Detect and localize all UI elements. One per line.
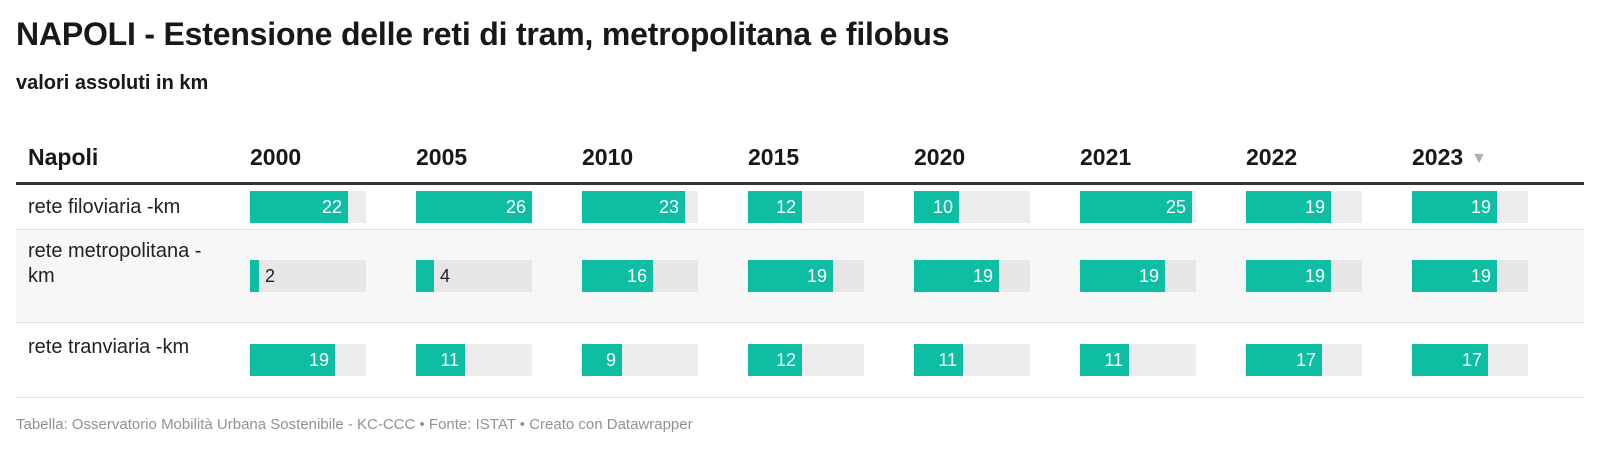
bar-track: 17	[1412, 344, 1528, 376]
column-header-2022[interactable]: 2022	[1246, 144, 1298, 170]
table-row: rete tranviaria -km 19 11 9 12 11 11 17 17	[16, 323, 1584, 398]
column-header-napoli[interactable]: Napoli	[28, 144, 99, 170]
bar	[1412, 260, 1497, 292]
bar	[582, 191, 685, 223]
row-label: rete tranviaria -km	[28, 336, 190, 358]
bar-track: 10	[914, 191, 1030, 223]
bar-value-label: 19	[308, 350, 329, 370]
chart-title: NAPOLI - Estensione delle reti di tram, …	[16, 16, 950, 52]
column-header-2021[interactable]: 2021	[1080, 144, 1132, 170]
bar-value-label: 19	[1304, 266, 1325, 286]
data-table: Napoli 2000 2005 2010 2015 2020 2021 2022 2023 ▼…	[16, 128, 1584, 398]
bar-value-label: 26	[505, 197, 526, 217]
bar-track: 16	[582, 260, 698, 292]
bar-track: 19	[1412, 260, 1528, 292]
column-header-2015[interactable]: 2015	[748, 144, 800, 170]
bar	[748, 344, 802, 376]
bar-value-label: 10	[932, 197, 953, 217]
bar-track: 19	[1246, 191, 1362, 223]
bar	[748, 191, 802, 223]
bar-track: 17	[1246, 344, 1362, 376]
bar	[1412, 344, 1488, 376]
bar	[748, 260, 833, 292]
bar-value-label: 4	[440, 266, 451, 286]
bar-track: 19	[1246, 260, 1362, 292]
bar	[1246, 344, 1322, 376]
row-label: rete filoviaria -km	[28, 196, 181, 218]
bar-value-label: 12	[775, 350, 796, 370]
table-row: rete metropolitana -km 2 4 16 19 19 19 19 19	[16, 230, 1584, 323]
bar-value-label: 23	[658, 197, 679, 217]
bar	[1412, 191, 1497, 223]
bar-track: 19	[1080, 260, 1196, 292]
bar-track: 23	[582, 191, 698, 223]
bar-value-label: 9	[605, 350, 616, 370]
bar-track: 26	[416, 191, 532, 223]
bar-value-label: 19	[1470, 266, 1491, 286]
bar	[1080, 260, 1165, 292]
bar	[914, 191, 959, 223]
table-row: rete filoviaria -km 22 26 23 12 10 25 19 19	[16, 185, 1584, 230]
bar-value-label: 19	[972, 266, 993, 286]
bar-track: 9	[582, 344, 698, 376]
bar-value-label: 19	[1138, 266, 1159, 286]
bar-value-label: 17	[1461, 350, 1482, 370]
bar-value-label: 19	[1304, 197, 1325, 217]
bar-track: 4	[416, 260, 532, 292]
bar-track: 11	[914, 344, 1030, 376]
bar-track: 19	[748, 260, 864, 292]
bar	[1080, 191, 1192, 223]
bar-value-label: 19	[806, 266, 827, 286]
bar	[582, 260, 653, 292]
source-footer: Tabella: Osservatorio Mobilità Urbana So…	[16, 416, 693, 433]
bar-track: 19	[1412, 191, 1528, 223]
bar	[250, 344, 335, 376]
bar-track: 12	[748, 191, 864, 223]
column-header-2010[interactable]: 2010	[582, 144, 634, 170]
bar	[250, 260, 259, 292]
bar	[416, 344, 465, 376]
bar	[250, 191, 348, 223]
bar-track: 22	[250, 191, 366, 223]
bar-track: 11	[416, 344, 532, 376]
bar-value-label: 11	[440, 350, 459, 370]
bar-value-label: 22	[321, 197, 342, 217]
bar-value-label: 19	[1470, 197, 1491, 217]
bar-value-label: 2	[265, 266, 276, 286]
bar	[1080, 344, 1129, 376]
bar-value-label: 11	[1104, 350, 1123, 370]
column-header-2000[interactable]: 2000	[250, 144, 302, 170]
bar-value-label: 12	[775, 197, 796, 217]
chart-subtitle: valori assoluti in km	[16, 72, 209, 94]
bar-track: 25	[1080, 191, 1196, 223]
bar-track: 19	[914, 260, 1030, 292]
bar-track: 19	[250, 344, 366, 376]
bar	[416, 191, 532, 223]
table-header-row: Napoli 2000 2005 2010 2015 2020 2021 2022 2023 ▼	[16, 128, 1584, 185]
bar	[914, 344, 963, 376]
bar-track: 11	[1080, 344, 1196, 376]
bar-value-label: 11	[938, 350, 957, 370]
bar-value-label: 16	[626, 266, 647, 286]
sort-descending-icon[interactable]: ▼	[1471, 150, 1488, 167]
bar	[1246, 191, 1331, 223]
bar-track: 2	[250, 260, 366, 292]
bar-value-label: 25	[1165, 197, 1186, 217]
bar	[1246, 260, 1331, 292]
column-header-2005[interactable]: 2005	[416, 144, 468, 170]
bar	[914, 260, 999, 292]
row-label: rete metropolitana -km	[28, 240, 202, 287]
bar-value-label: 17	[1295, 350, 1316, 370]
bar	[582, 344, 622, 376]
column-header-2020[interactable]: 2020	[914, 144, 966, 170]
table-body: rete filoviaria -km 22 26 23 12 10 25 19 19 rete …	[16, 185, 1584, 398]
bar	[416, 260, 434, 292]
bar-track: 12	[748, 344, 864, 376]
column-header-2023[interactable]: 2023 ▼	[1412, 144, 1488, 170]
